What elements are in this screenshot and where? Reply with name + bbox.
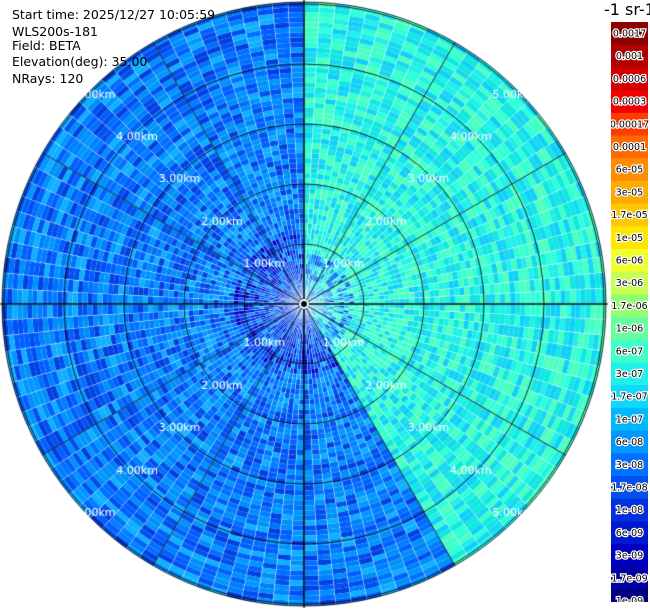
colorbar-swatch xyxy=(611,362,648,386)
colorbar-swatch xyxy=(611,226,648,250)
colorbar-swatch xyxy=(611,90,648,114)
colorbar-tick-label: 3e-08 xyxy=(616,460,643,471)
instrument-label: WLS200s-181 xyxy=(12,24,98,39)
colorbar-swatch xyxy=(611,430,648,454)
elevation-label: Elevation(deg): 35.00 xyxy=(12,54,148,69)
colorbar-tick-label: 6e-05 xyxy=(616,165,643,176)
colorbar-tick-label: 6e-08 xyxy=(616,437,643,448)
colorbar-swatch xyxy=(611,22,648,46)
colorbar-swatch xyxy=(611,112,648,136)
colorbar-tick-label: 3e-07 xyxy=(616,369,643,380)
colorbar-tick-label: 1e-08 xyxy=(616,505,643,516)
colorbar-swatch xyxy=(611,339,648,363)
colorbar-tick-label: 0.0003 xyxy=(613,97,646,108)
colorbar-tick-label: 1e-06 xyxy=(616,324,643,335)
colorbar-title: -1 sr-1 xyxy=(604,0,650,19)
colorbar-tick-label: 0.00017 xyxy=(611,119,649,130)
colorbar-swatch xyxy=(611,203,648,227)
colorbar-swatch xyxy=(611,407,648,432)
colorbar-swatch xyxy=(611,317,648,341)
colorbar-swatch xyxy=(611,521,648,545)
colorbar-tick-label: 0.0017 xyxy=(613,29,646,40)
colorbar-swatch xyxy=(611,544,648,568)
colorbar-swatch xyxy=(611,453,648,477)
colorbar-swatch xyxy=(611,294,648,318)
colorbar-tick-label: 1.7e-06 xyxy=(611,301,647,312)
colorbar-tick-label: 3e-09 xyxy=(616,551,643,562)
colorbar-tick-label: 6e-07 xyxy=(616,346,643,357)
colorbar-swatch xyxy=(611,498,648,522)
colorbar-tick-label: 3e-06 xyxy=(616,278,643,289)
colorbar-tick-label: 0.001 xyxy=(616,51,643,62)
colorbar-tick-label: 1.7e-05 xyxy=(611,210,647,221)
colorbar-tick-label: 6e-09 xyxy=(616,528,643,539)
field-label: Field: BETA xyxy=(12,38,81,53)
colorbar-tick-label: 1e-05 xyxy=(616,233,643,244)
colorbar-tick-label: 3e-05 xyxy=(616,187,643,198)
colorbar-swatch xyxy=(611,385,648,409)
colorbar-swatch xyxy=(611,135,648,159)
colorbar-swatch xyxy=(611,589,648,602)
colorbar-swatch xyxy=(611,67,648,91)
colorbar-swatch xyxy=(611,158,648,182)
colorbar-swatch xyxy=(611,271,648,295)
colorbar-tick-label: 6e-06 xyxy=(616,256,643,267)
colorbar-tick-label: 1.7e-08 xyxy=(611,483,647,494)
colorbar-swatch xyxy=(611,44,648,68)
colorbar-tick-label: 1.7e-09 xyxy=(611,573,647,584)
colorbar-tick-label: 1e-09 xyxy=(616,596,643,602)
colorbar-swatch xyxy=(611,180,648,205)
colorbar-tick-label: 0.0001 xyxy=(613,142,646,153)
start-time-label: Start time: 2025/12/27 10:05:59 xyxy=(12,7,216,22)
colorbar-swatch xyxy=(611,566,648,590)
nrays-label: NRays: 120 xyxy=(12,71,84,86)
colorbar: 0.0017 0.001 0.0006 0.0003 0.00017 0.0001 6e-0… xyxy=(611,22,650,602)
colorbar-swatch xyxy=(611,249,648,273)
colorbar-tick-label: 1e-07 xyxy=(616,414,643,425)
colorbar-tick-label: 1.7e-07 xyxy=(611,392,647,403)
colorbar-tick-label: 0.0006 xyxy=(613,74,646,85)
colorbar-swatch xyxy=(611,476,648,500)
